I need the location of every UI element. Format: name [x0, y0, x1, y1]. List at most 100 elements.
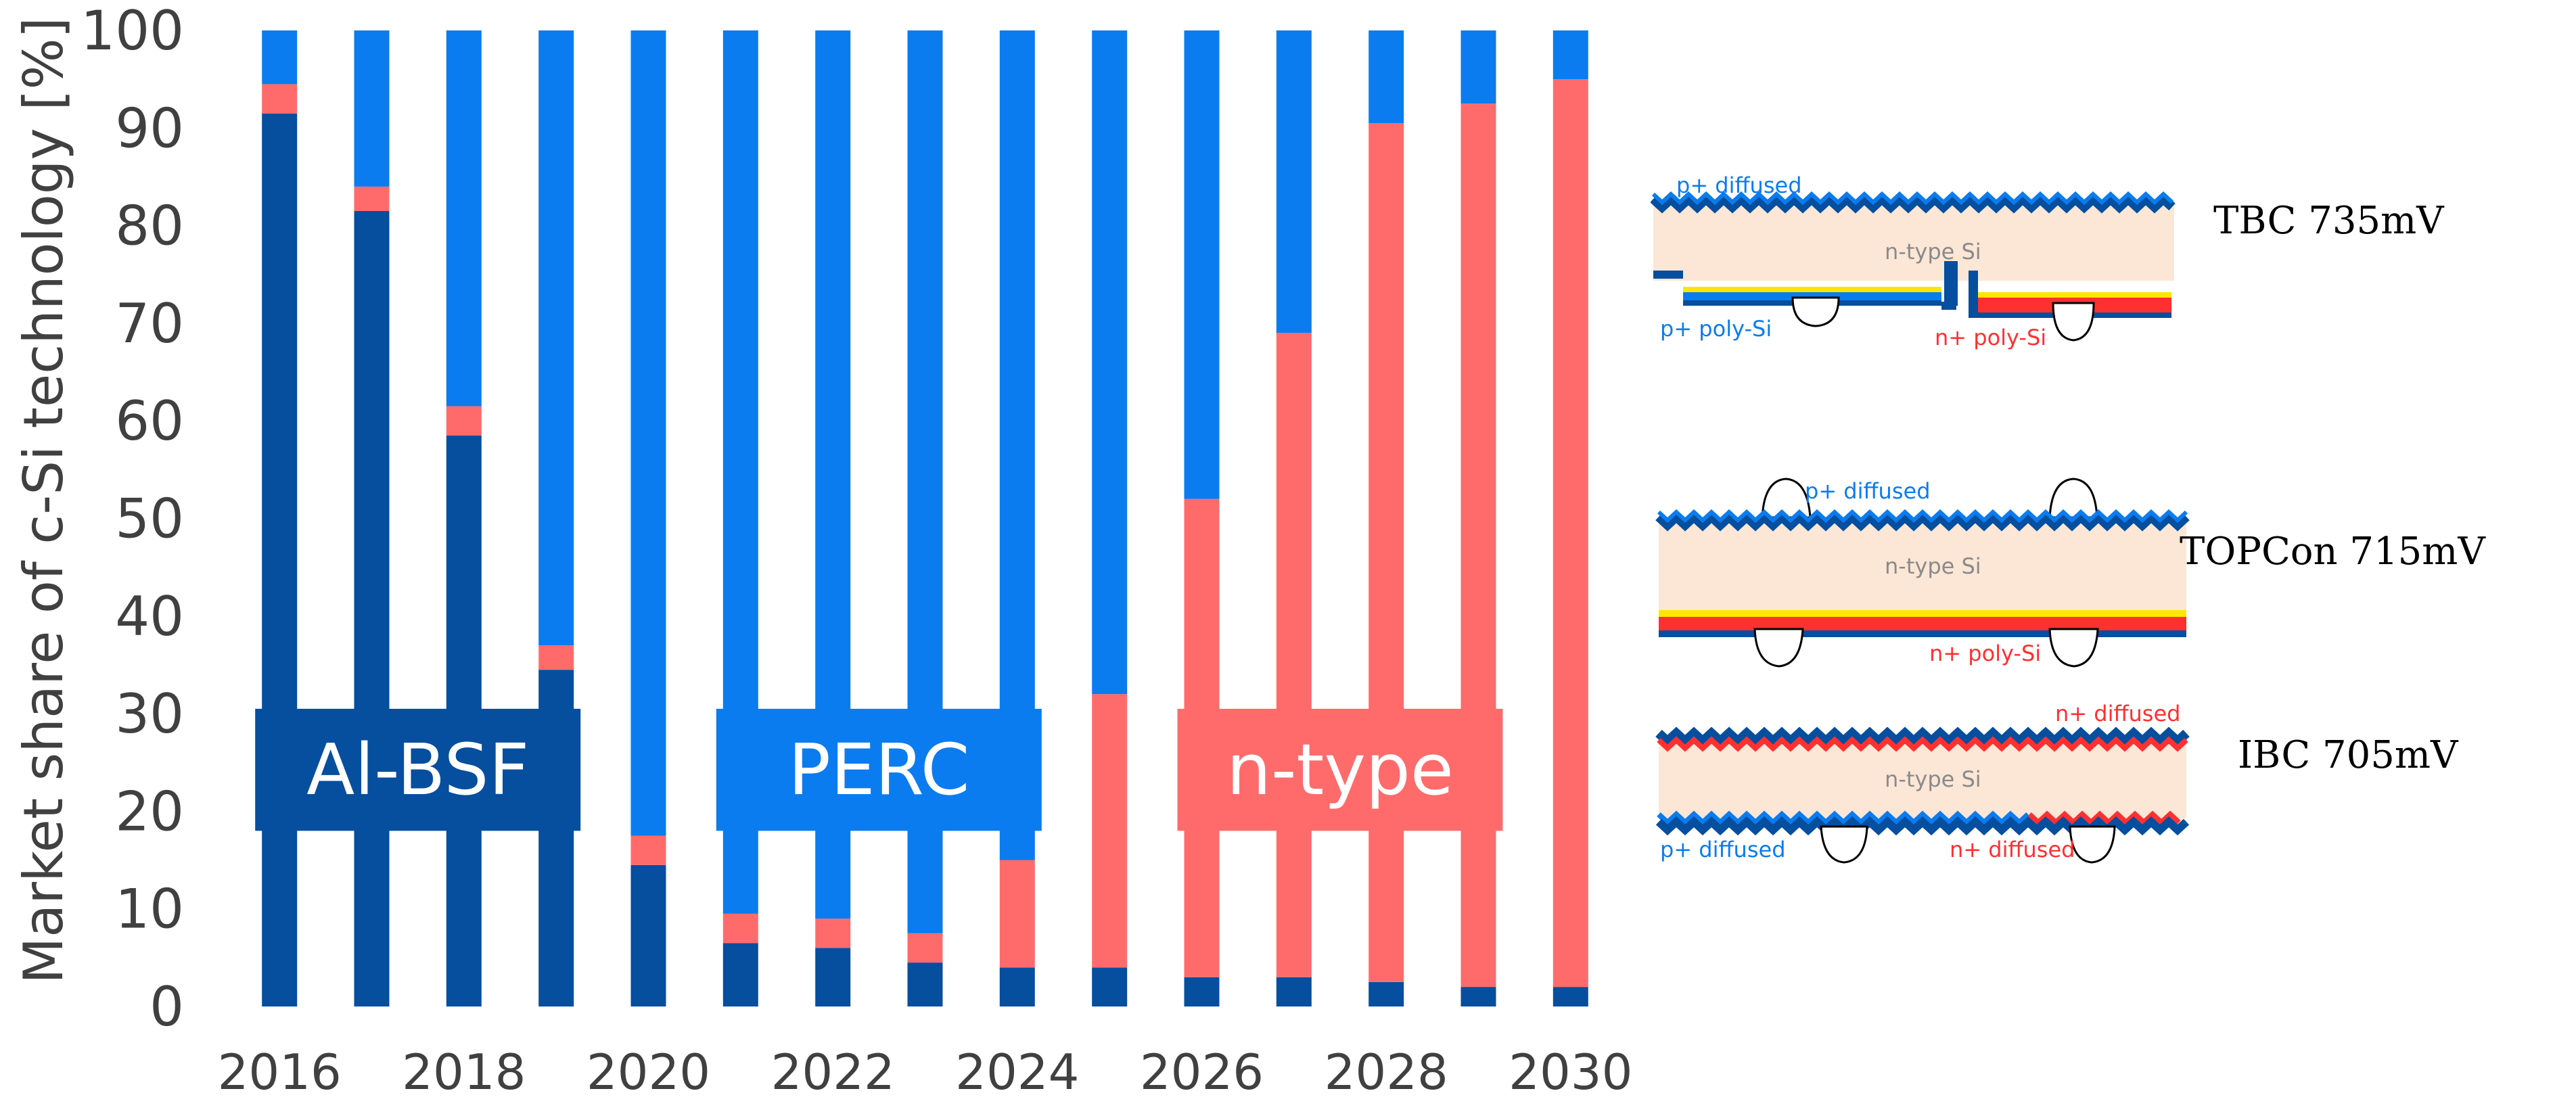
bar-segment-2029-s2: [1460, 103, 1496, 988]
ibc-front-texture-red: [1657, 736, 2188, 752]
bar-segment-2027-s2: [1276, 333, 1312, 977]
tbc-trench: [1941, 261, 1958, 310]
y-tick-label: 70: [115, 292, 184, 355]
topcon-bulk-label: n-type Si: [1885, 553, 1981, 579]
bar-segment-2028-s1: [1368, 981, 1404, 1006]
topcon-p-diffused-label: p+ diffused: [1805, 478, 1931, 504]
y-tick-label: 60: [115, 390, 184, 453]
bar-segment-2024-s1: [999, 967, 1035, 1006]
label-n-type: n-type: [1226, 728, 1454, 811]
x-tick-label: 2024: [955, 1044, 1079, 1101]
topcon-yellow-layer: [1659, 610, 2186, 617]
bar-segment-2030-s3: [1552, 30, 1588, 80]
bar-segment-2020-s2: [630, 835, 666, 865]
ibc-title: IBC 705mV: [2238, 733, 2459, 777]
bar-segment-2027-s1: [1276, 977, 1312, 1006]
cell-diagrams: p+ diffused n-type Si p+ poly-Si n+ poly…: [1651, 172, 2486, 864]
tbc-p-poly-layer: [1683, 292, 1941, 300]
ibc-rear-contact-left: [1820, 825, 1868, 864]
bar-segment-2026-s1: [1184, 977, 1220, 1006]
y-axis-ticks: 0 10 20 30 40 50 60 70 80 90 100: [80, 0, 184, 1038]
label-al-bsf: Al-BSF: [306, 728, 529, 811]
ibc-rear-texture-left: [1657, 810, 2030, 827]
x-axis-ticks: 2016 2018 2020 2022 2024 2026 2028 2030: [218, 1044, 1633, 1101]
ibc-front-texture: [1655, 726, 2190, 748]
y-tick-label: 0: [150, 975, 184, 1038]
bars-layer: [262, 30, 1588, 1007]
bar-segment-2026-s3: [1184, 30, 1220, 499]
bar-segment-2019-s2: [538, 645, 574, 670]
bar-segment-2030-s2: [1552, 79, 1588, 988]
bar-segment-2021-s1: [722, 943, 758, 1006]
bar-segment-2017-s0: [354, 211, 390, 1006]
tbc-bulk-label: n-type Si: [1885, 239, 1981, 264]
topcon-diagram: p+ diffused n-type Si n+ poly-Si TOPCon …: [1655, 478, 2486, 668]
topcon-bulk: [1659, 524, 2186, 612]
y-tick-label: 80: [115, 195, 184, 258]
tbc-n-poly-label: n+ poly-Si: [1935, 325, 2046, 350]
tbc-contact-right: [2052, 302, 2095, 342]
bar-segment-2022-s1: [815, 948, 851, 1006]
bar-segment-2028-s2: [1368, 123, 1404, 982]
label-band-perc: [716, 708, 1042, 831]
tbc-diagram: p+ diffused n-type Si p+ poly-Si n+ poly…: [1651, 172, 2445, 350]
y-tick-label: 40: [115, 585, 184, 648]
topcon-front-texture: [1655, 510, 2190, 532]
bar-segment-2018-s3: [446, 30, 482, 407]
market-share-chart: Al-BSF PERC n-type 0102030405060708090100 …: [12, 0, 1633, 1101]
y-axis-title: Market share of c-Si technology [%]: [12, 17, 75, 984]
bar-segment-2021-s2: [722, 913, 758, 944]
topcon-front-contact-left: [1761, 478, 1812, 519]
label-band-n-type: [1177, 708, 1503, 831]
ibc-rear-texture-right: [2027, 810, 2181, 827]
tbc-front-texture: [1651, 192, 2176, 214]
bar-segment-2020-s1: [630, 864, 666, 1006]
x-tick-label: 2016: [218, 1044, 342, 1101]
y-tick-label: 10: [115, 878, 184, 941]
ibc-rear-metal: [1655, 816, 2190, 836]
bar-segment-2018-s2: [446, 406, 482, 436]
topcon-n-poly-layer: [1659, 617, 2186, 630]
bar-segment-2020-s3: [630, 30, 666, 836]
bar-segment-2029-s1: [1460, 987, 1496, 1006]
topcon-rear-contact-left: [1753, 628, 1804, 668]
bar-segment-2016-s2: [262, 84, 298, 114]
y-tick-label: 100: [80, 0, 184, 62]
bar-segment-2024-s2: [999, 860, 1035, 968]
bar-segment-2025-s3: [1092, 30, 1128, 695]
ibc-bulk-label: n-type Si: [1885, 766, 1981, 792]
y-tick-label: 90: [115, 97, 184, 160]
tbc-contact-left: [1791, 296, 1840, 327]
y-tick-label: 30: [115, 682, 184, 745]
topcon-n-poly-label: n+ poly-Si: [1929, 641, 2041, 666]
topcon-rear-contact-right: [2048, 628, 2099, 668]
label-perc: PERC: [788, 728, 969, 811]
tbc-p-diffused-label: p+ diffused: [1676, 172, 1802, 198]
topcon-rear-metal: [1659, 630, 2186, 637]
tbc-yellow-right: [1978, 292, 2171, 298]
bar-segment-2017-s3: [354, 30, 390, 187]
x-tick-label: 2028: [1325, 1044, 1448, 1101]
topcon-title: TOPCon 715mV: [2180, 530, 2486, 574]
ibc-bulk: [1659, 744, 2186, 818]
bar-segment-2016-s3: [262, 30, 298, 85]
bar-segment-2022-s2: [815, 919, 851, 948]
ibc-rear-contact-right: [2069, 825, 2116, 864]
y-tick-label: 50: [115, 488, 184, 551]
bar-segment-2030-s1: [1552, 987, 1588, 1006]
x-tick-label: 2022: [771, 1044, 895, 1101]
bar-segment-2017-s2: [354, 186, 390, 211]
tbc-yellow-left: [1683, 287, 1941, 292]
x-tick-label: 2030: [1509, 1044, 1632, 1101]
topcon-front-texture-light: [1657, 509, 2188, 524]
tbc-bulk: [1653, 206, 2174, 281]
bar-segment-2028-s3: [1368, 30, 1404, 124]
tbc-front-texture-light: [1651, 191, 2174, 206]
bar-segment-2023-s2: [907, 933, 943, 963]
x-tick-label: 2026: [1140, 1044, 1264, 1101]
technology-labels-layer: Al-BSF PERC n-type: [255, 708, 1503, 831]
x-tick-label: 2020: [586, 1044, 710, 1101]
bar-segment-2025-s2: [1092, 694, 1128, 968]
bar-segment-2016-s0: [262, 113, 298, 1007]
